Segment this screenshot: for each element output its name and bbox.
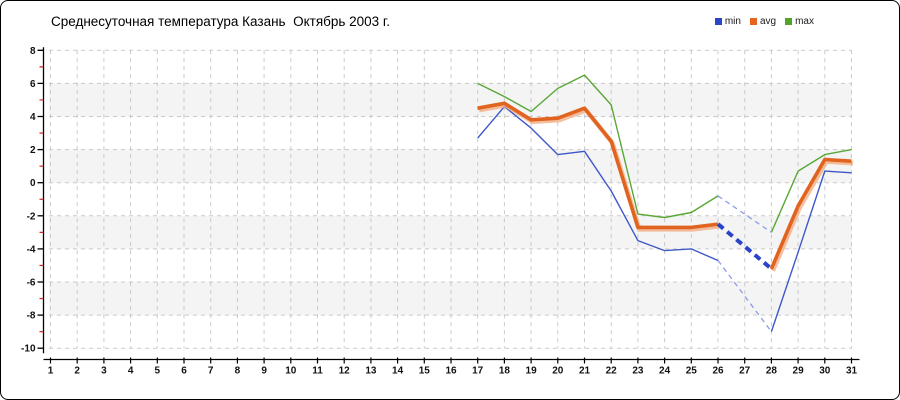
y-tick-label: 0 [30,178,36,189]
y-tick-label: 8 [30,46,36,57]
x-tick-label: 11 [312,366,323,377]
legend-label-max: max [795,16,814,27]
y-tick-label: -4 [27,244,36,255]
x-tick-label: 4 [128,366,134,377]
x-tick-label: 19 [526,366,538,377]
x-tick-label: 12 [339,366,351,377]
x-tick-label: 1 [48,366,54,377]
x-tick-label: 24 [659,366,671,377]
x-axis: 1 2 3 4 5 6 7 8 9 10 11 12 13 14 15 16 17 18 19 20 21 22 23 24 2… [43,357,860,377]
y-tick-label: -8 [27,311,36,322]
x-tick-label: 16 [445,366,457,377]
legend-label-avg: avg [759,16,777,27]
x-tick-label: 10 [285,366,297,377]
y-tick-label: -10 [21,344,36,355]
chart-title: Среднесуточная температура Казань Октябр… [51,14,390,29]
legend-swatch-max-icon [785,18,793,25]
y-tick-label: 2 [30,145,36,156]
x-tick-label: 20 [552,366,564,377]
legend-swatch-avg-icon [749,18,757,25]
legend: min avg max [714,16,814,27]
series-avg [477,101,854,272]
x-tick-label: 9 [261,366,267,377]
series-max [477,74,852,233]
x-tick-label: 22 [606,366,618,377]
x-tick-label: 13 [365,366,377,377]
x-tick-label: 7 [208,366,214,377]
x-tick-label: 8 [235,366,241,377]
series-min-gap-dashed [717,260,772,333]
legend-label-min: min [724,16,741,27]
x-tick-label: 15 [419,366,431,377]
x-tick-label: 28 [766,366,778,377]
y-tick-label: 6 [30,79,36,90]
x-tick-label: 30 [819,366,831,377]
gridlines [49,49,852,349]
legend-item-min: min [714,16,741,27]
legend-swatch-min-icon [714,18,722,25]
y-tick-label: -2 [27,211,36,222]
x-tick-label: 26 [712,366,724,377]
x-tick-label: 14 [392,366,404,377]
x-tick-label: 3 [101,366,107,377]
series-max-gap-dashed [717,195,772,233]
y-tick-label: -6 [27,278,36,289]
x-tick-label: 29 [793,366,805,377]
x-tick-label: 17 [472,366,484,377]
x-tick-label: 6 [181,366,187,377]
y-tick-label: 4 [30,112,36,123]
series-avg-halo [770,159,854,272]
x-tick-label: 21 [579,366,591,377]
legend-item-avg: avg [749,16,777,27]
x-tick-label: 18 [499,366,511,377]
plot-bands [49,83,852,316]
x-tick-label: 31 [846,366,858,377]
x-tick-label: 5 [155,366,161,377]
legend-item-max: max [785,16,814,27]
x-tick-label: 25 [686,366,698,377]
x-tick-label: 23 [632,366,644,377]
x-tick-label: 2 [74,366,80,377]
x-tick-label: 27 [739,366,751,377]
y-axis: 8 6 4 2 0 -2 -4 -6 -8 -10 [21,46,45,355]
series-min [477,105,852,333]
